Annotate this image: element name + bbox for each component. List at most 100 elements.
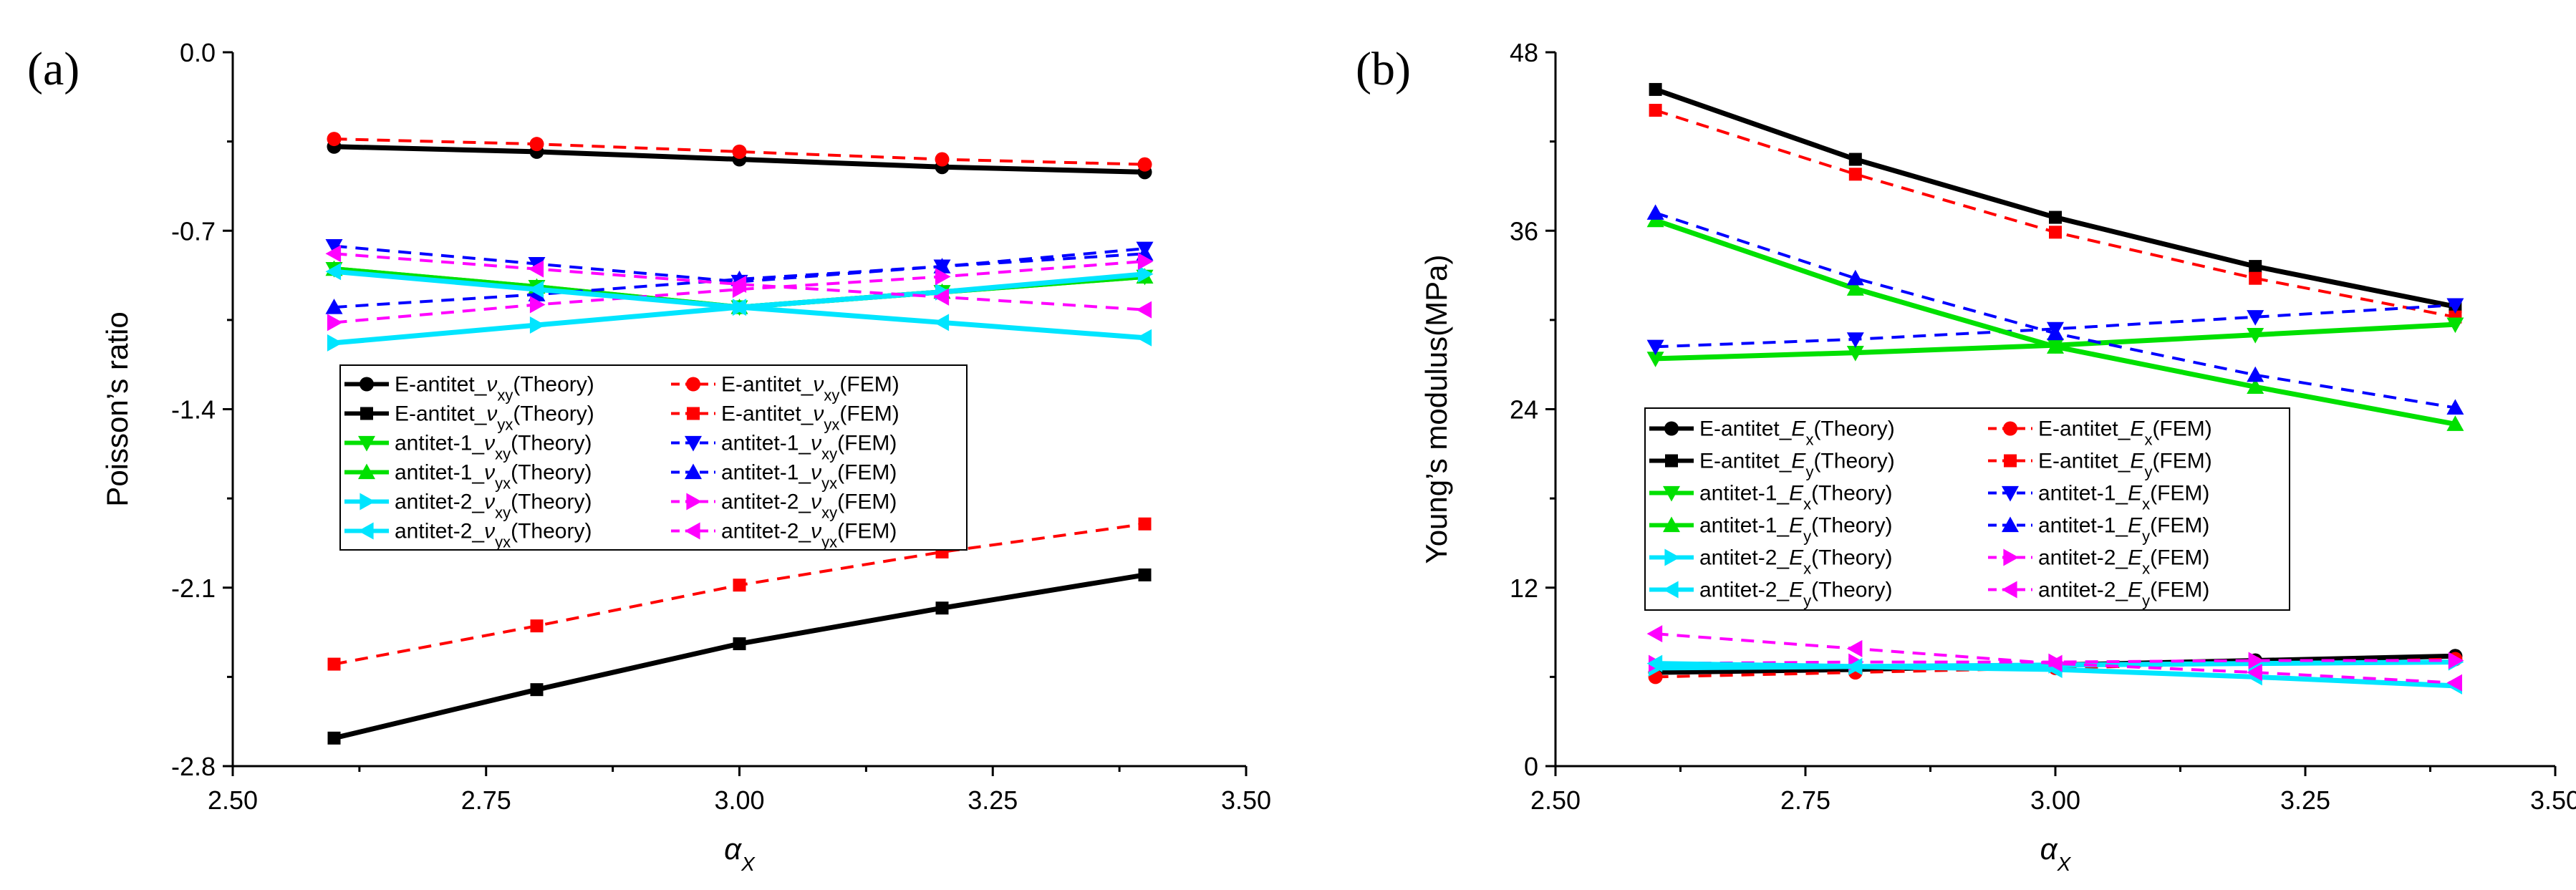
- data-point: [2047, 338, 2064, 354]
- panel-b: (b) 2.50 2.75 3.00 3.25 3.50 48 36 24 12 0 αX Young’…: [1356, 38, 2576, 875]
- legend-label: antitet-1_Ex(FEM): [2038, 482, 2209, 513]
- y-tick-label: -2.8: [171, 752, 216, 781]
- legend-label: antitet-1_Ex(Theory): [1699, 482, 1892, 513]
- data-point: [2249, 260, 2262, 274]
- data-point: [730, 299, 747, 316]
- data-point: [2047, 324, 2064, 341]
- legend-marker: [2002, 581, 2017, 599]
- data-point: [933, 288, 950, 306]
- data-point: [1846, 269, 1864, 286]
- data-point: [1137, 265, 1154, 283]
- series-line: [1655, 304, 2456, 349]
- legend-marker: [1663, 485, 1680, 502]
- legend: E-antitet_νxy(Theory) E-antitet_νxy(FEM)E…: [339, 364, 968, 551]
- legend-marker: [685, 522, 700, 540]
- legend-label: E-antitet_νxy(FEM): [721, 373, 899, 405]
- data-point: [935, 601, 949, 615]
- legend-item: antitet-1_Ey(Theory): [1649, 514, 1892, 545]
- x-tick-label: 2.50: [208, 785, 258, 815]
- legend-label: E-antitet_νxy(Theory): [395, 373, 594, 405]
- y-axis-title: Young’s modulus(MPa): [1419, 255, 1453, 564]
- legend-marker: [358, 522, 374, 540]
- legend-item: antitet-1_νxy(Theory): [344, 432, 592, 463]
- data-point: [1136, 301, 1152, 319]
- legend-marker: [1665, 454, 1678, 468]
- series-2: [327, 568, 1152, 745]
- data-point: [1846, 280, 1864, 296]
- legend-marker: [360, 493, 375, 511]
- legend-label: antitet-2_νyx(Theory): [395, 520, 592, 551]
- y-tick-label: -1.4: [171, 395, 216, 425]
- data-point: [1848, 168, 1862, 181]
- legend-label: E-antitet_Ex(Theory): [1699, 417, 1895, 449]
- series-line: [1654, 87, 2456, 309]
- legend-label: antitet-1_Ey(FEM): [2038, 514, 2209, 546]
- legend-marker: [360, 377, 374, 392]
- data-point: [730, 276, 747, 294]
- series-1: [327, 132, 1152, 172]
- legend-box: [1644, 407, 2290, 611]
- series-line: [334, 252, 1145, 309]
- panel-label: (a): [27, 43, 79, 95]
- legend-marker: [358, 435, 375, 452]
- data-point: [1646, 625, 1663, 643]
- y-axis-title: Poisson’s ratio: [100, 311, 134, 506]
- y-tick-label: -2.1: [171, 574, 216, 603]
- series-line: [1654, 211, 2456, 410]
- legend-label: antitet-2_Ey(FEM): [2038, 579, 2209, 610]
- legend-marker: [685, 435, 702, 452]
- series-2: [1649, 82, 2462, 314]
- legend-marker: [1664, 548, 1680, 566]
- legend-label: antitet-1_νyx(Theory): [395, 461, 592, 493]
- data-point: [325, 263, 342, 281]
- data-point: [2247, 328, 2264, 344]
- legend-item: E-antitet_Ex(Theory): [1649, 417, 1895, 449]
- series-11: [1646, 625, 2462, 692]
- legend-marker: [2003, 421, 2017, 436]
- data-point: [2247, 664, 2262, 682]
- data-point: [530, 619, 544, 633]
- legend-marker: [1663, 581, 1679, 599]
- legend-item: antitet-2_νyx(FEM): [671, 520, 897, 551]
- legend-marker: [686, 377, 700, 392]
- legend-label: antitet-2_νyx(FEM): [721, 520, 897, 551]
- data-point: [2247, 366, 2264, 382]
- legend-marker: [2002, 485, 2019, 502]
- data-point: [327, 657, 341, 671]
- data-point: [935, 152, 950, 167]
- data-point: [935, 268, 951, 286]
- legend-item: antitet-2_νxy(Theory): [344, 490, 592, 521]
- legend-marker: [2002, 516, 2019, 533]
- x-tick-label: 2.50: [1530, 785, 1581, 815]
- y-tick-label: 0: [1524, 752, 1538, 781]
- data-point: [2249, 271, 2262, 285]
- legend-item: antitet-1_νyx(Theory): [344, 461, 592, 493]
- data-point: [1846, 657, 1863, 675]
- x-tick-label: 2.75: [1780, 785, 1830, 815]
- data-point: [1846, 639, 1863, 657]
- series-5: [1646, 298, 2464, 356]
- data-point: [2446, 674, 2462, 692]
- y-tick-label: 36: [1510, 216, 1538, 246]
- data-point: [327, 731, 341, 745]
- data-point: [2049, 226, 2062, 239]
- legend-label: antitet-2_Ex(Theory): [1699, 546, 1892, 578]
- legend-box: [339, 364, 968, 551]
- data-point: [325, 299, 343, 314]
- data-point: [327, 314, 343, 332]
- legend-label: antitet-2_Ex(FEM): [2038, 546, 2209, 578]
- data-point: [1848, 153, 1862, 166]
- data-point: [1846, 345, 1864, 362]
- data-point: [2047, 654, 2063, 672]
- legend-item: E-antitet_Ey(FEM): [1988, 450, 2212, 480]
- y-tick-label: -0.7: [171, 216, 216, 246]
- series-line: [1655, 632, 2456, 685]
- series-line: [1655, 659, 2456, 665]
- legend-marker: [358, 463, 375, 480]
- data-point: [530, 683, 544, 697]
- data-point: [2247, 310, 2264, 326]
- data-point: [529, 137, 544, 152]
- legend-item: antitet-2_Ex(FEM): [1988, 546, 2209, 578]
- data-point: [2446, 317, 2464, 334]
